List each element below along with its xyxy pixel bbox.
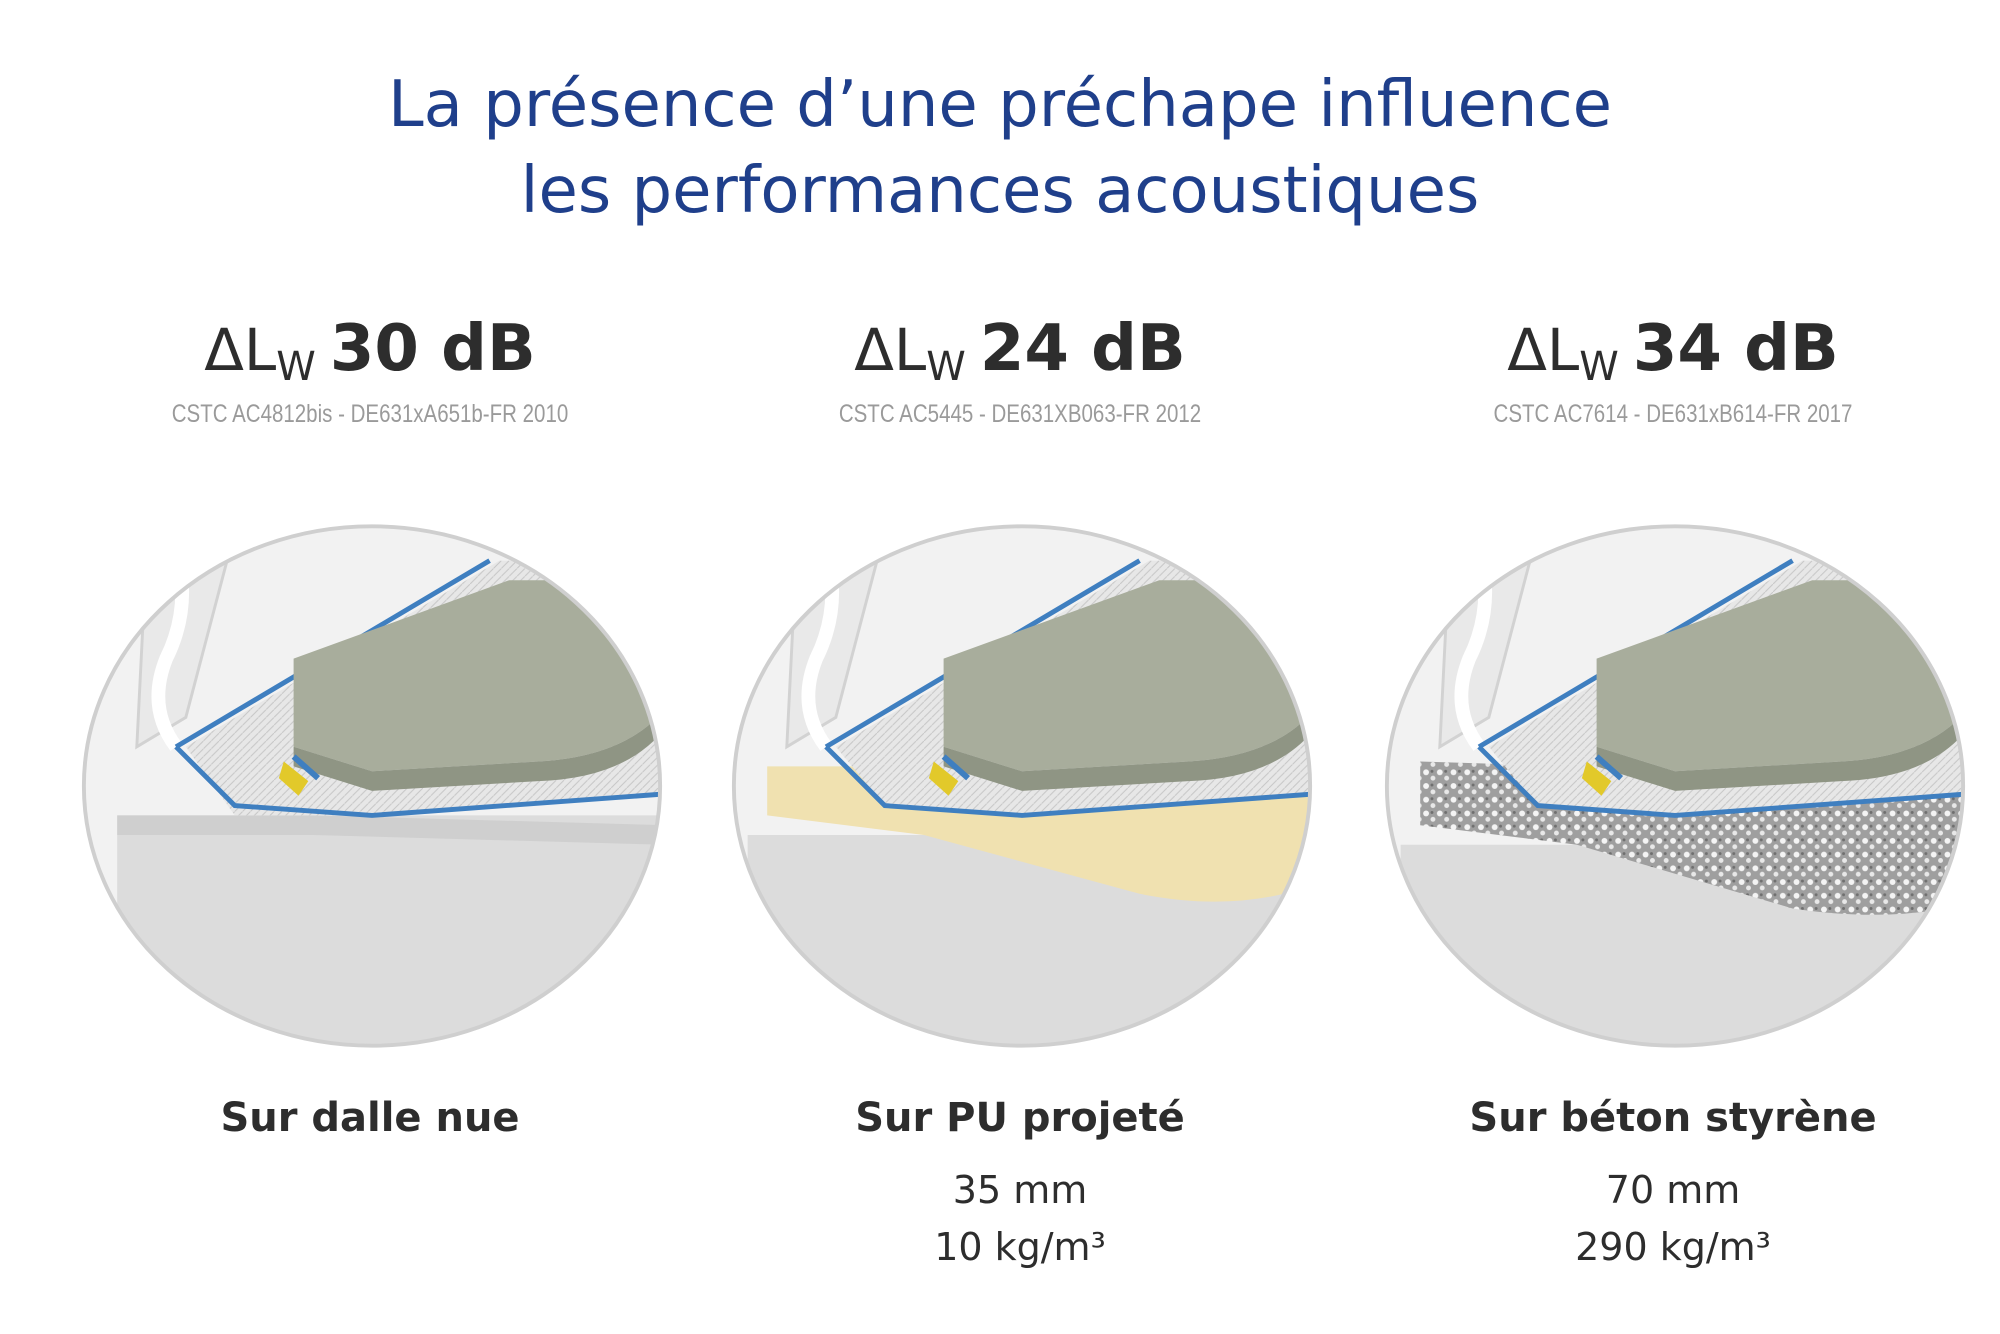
panel-pu-sprayed: ΔLW 24 dB CSTC AC5445 - DE631XB063-FR 201… (700, 0, 1340, 1334)
panel-thickness: 70 mm (1605, 1168, 1741, 1212)
panel-label: Sur PU projeté (855, 1095, 1185, 1141)
tape-strip (1581, 761, 1612, 796)
panel-bare-slab: ΔLW 30 dB CSTC AC4812bis - DE631xA651b-FR… (50, 0, 690, 1334)
floor-section-illustration (81, 524, 663, 1048)
panel-label: Sur dalle nue (220, 1095, 520, 1141)
delta-subscript: W (1579, 344, 1619, 390)
screed-slab (1596, 580, 1964, 772)
delta-subscript: W (926, 344, 966, 390)
acoustic-metric: ΔLW 24 dB (700, 312, 1340, 390)
page-title: La présence d’une préchape influence les… (0, 62, 2000, 234)
tape-strip (278, 761, 309, 796)
title-line-2: les performances acoustiques (520, 154, 1480, 228)
delta-symbol: ΔL (204, 316, 277, 384)
screed-slab (293, 580, 661, 772)
acoustic-metric: ΔLW 34 dB (1353, 312, 1993, 390)
delta-symbol: ΔL (854, 316, 927, 384)
panel-density: 290 kg/m³ (1575, 1225, 1771, 1269)
tape-strip (928, 761, 959, 796)
floor-section-illustration (731, 524, 1313, 1048)
panel-density: 10 kg/m³ (934, 1225, 1106, 1269)
concrete-slab (117, 815, 661, 1046)
metric-value: 24 dB (979, 312, 1186, 386)
test-reference: CSTC AC5445 - DE631XB063-FR 2012 (838, 400, 1202, 428)
metric-value: 30 dB (329, 312, 536, 386)
panel-label: Sur béton styrène (1469, 1095, 1877, 1141)
screed-slab (943, 580, 1311, 772)
acoustic-metric: ΔLW 30 dB (50, 312, 690, 390)
metric-value: 34 dB (1632, 312, 1839, 386)
floor-section-illustration (1384, 524, 1966, 1048)
delta-symbol: ΔL (1507, 316, 1580, 384)
test-reference: CSTC AC7614 - DE631xB614-FR 2017 (1493, 400, 1853, 428)
panel-thickness: 35 mm (952, 1168, 1088, 1212)
test-reference: CSTC AC4812bis - DE631xA651b-FR 2010 (171, 400, 569, 428)
delta-subscript: W (276, 344, 316, 390)
title-line-1: La présence d’une préchape influence (387, 68, 1613, 142)
panel-styrene-concrete: ΔLW 34 dB CSTC AC7614 - DE631xB614-FR 201… (1353, 0, 1993, 1334)
